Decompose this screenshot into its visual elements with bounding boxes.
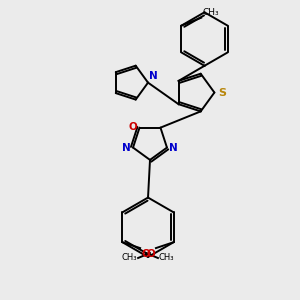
Text: N: N	[169, 142, 178, 153]
Text: CH₃: CH₃	[122, 254, 137, 262]
Text: S: S	[218, 88, 226, 98]
Text: CH₃: CH₃	[202, 8, 219, 17]
Text: N: N	[122, 142, 131, 153]
Text: O: O	[141, 249, 150, 259]
Text: CH₃: CH₃	[159, 254, 174, 262]
Text: N: N	[149, 70, 158, 81]
Text: O: O	[129, 122, 137, 132]
Text: O: O	[146, 249, 155, 259]
